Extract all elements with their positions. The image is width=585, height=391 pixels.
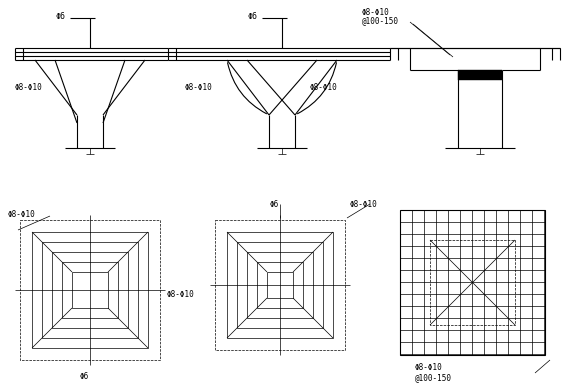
Bar	[62, 262, 118, 318]
Bar	[42, 242, 138, 338]
Bar	[52, 252, 128, 328]
Bar	[430, 240, 515, 325]
Text: @100-150: @100-150	[362, 16, 399, 25]
Text: Φ8-Φ10: Φ8-Φ10	[185, 83, 213, 91]
Text: Φ6: Φ6	[55, 12, 65, 21]
Text: Φ8-Φ10: Φ8-Φ10	[15, 83, 43, 91]
Text: Φ6: Φ6	[247, 12, 257, 21]
Text: Φ8-Φ10: Φ8-Φ10	[310, 83, 338, 91]
Bar	[32, 232, 148, 348]
Bar	[267, 272, 293, 298]
Bar	[237, 242, 323, 328]
Bar	[72, 272, 108, 308]
Bar	[458, 70, 502, 80]
Text: Φ6: Φ6	[270, 200, 279, 209]
Text: Φ6: Φ6	[80, 372, 90, 381]
Bar	[215, 220, 345, 350]
Bar	[247, 252, 313, 318]
Text: @100-150: @100-150	[415, 373, 452, 382]
Text: Φ8-Φ10: Φ8-Φ10	[8, 210, 36, 219]
Text: Φ8-Φ10: Φ8-Φ10	[167, 290, 195, 299]
Bar	[257, 262, 303, 308]
Text: Φ8-Φ10: Φ8-Φ10	[415, 363, 443, 372]
Text: Φ8-Φ10: Φ8-Φ10	[362, 8, 390, 17]
Text: Φ8-Φ10: Φ8-Φ10	[350, 200, 378, 209]
Bar	[227, 232, 333, 338]
Bar	[20, 220, 160, 360]
Bar	[400, 210, 545, 355]
